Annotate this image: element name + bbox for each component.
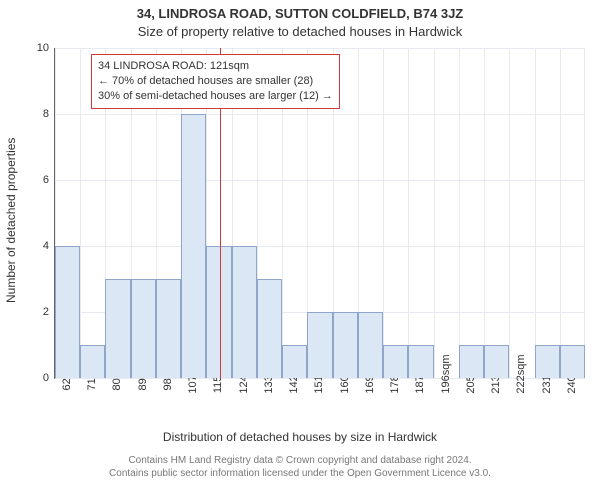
bar xyxy=(206,246,231,378)
gridline-horizontal xyxy=(55,180,585,181)
page-title: 34, LINDROSA ROAD, SUTTON COLDFIELD, B74… xyxy=(0,6,600,21)
gridline-vertical xyxy=(383,48,384,378)
bar xyxy=(282,345,307,378)
gridline-vertical xyxy=(560,48,561,378)
y-tick-label: 8 xyxy=(43,108,55,120)
bar xyxy=(307,312,332,378)
gridline-horizontal xyxy=(55,246,585,247)
bar xyxy=(484,345,509,378)
chart-plot-area: 024681062sqm71sqm80sqm89sqm98sqm107sqm11… xyxy=(54,48,585,379)
callout-line: ← 70% of detached houses are smaller (28… xyxy=(98,74,333,89)
gridline-vertical xyxy=(434,48,435,378)
gridline-vertical xyxy=(535,48,536,378)
bar xyxy=(55,246,80,378)
y-axis-label: Number of detached properties xyxy=(4,138,18,303)
x-tick-label: 196sqm xyxy=(440,354,452,393)
y-tick-label: 10 xyxy=(37,42,55,54)
gridline-vertical xyxy=(80,48,81,378)
gridline-vertical xyxy=(584,48,585,378)
bar xyxy=(131,279,156,378)
bar xyxy=(333,312,358,378)
y-tick-label: 0 xyxy=(43,372,55,384)
bar xyxy=(232,246,257,378)
y-tick-label: 6 xyxy=(43,174,55,186)
bar xyxy=(80,345,105,378)
bar xyxy=(358,312,383,378)
footnote-line1: Contains HM Land Registry data © Crown c… xyxy=(0,454,600,467)
page-subtitle: Size of property relative to detached ho… xyxy=(0,24,600,39)
bar xyxy=(156,279,181,378)
bar xyxy=(408,345,433,378)
callout-box: 34 LINDROSA ROAD: 121sqm← 70% of detache… xyxy=(91,54,340,109)
bar xyxy=(459,345,484,378)
gridline-vertical xyxy=(408,48,409,378)
gridline-vertical xyxy=(484,48,485,378)
bar xyxy=(383,345,408,378)
gridline-horizontal xyxy=(55,48,585,49)
gridline-vertical xyxy=(509,48,510,378)
callout-line: 30% of semi-detached houses are larger (… xyxy=(98,89,333,104)
y-tick-label: 4 xyxy=(43,240,55,252)
callout-line: 34 LINDROSA ROAD: 121sqm xyxy=(98,59,333,74)
footnote: Contains HM Land Registry data © Crown c… xyxy=(0,454,600,480)
x-tick-label: 222sqm xyxy=(515,354,527,393)
bar xyxy=(535,345,560,378)
bar xyxy=(181,114,206,378)
footnote-line2: Contains public sector information licen… xyxy=(0,467,600,480)
x-axis-label: Distribution of detached houses by size … xyxy=(0,430,600,444)
bar xyxy=(257,279,282,378)
gridline-vertical xyxy=(459,48,460,378)
bar xyxy=(105,279,130,378)
gridline-horizontal xyxy=(55,114,585,115)
y-tick-label: 2 xyxy=(43,306,55,318)
bar xyxy=(560,345,585,378)
